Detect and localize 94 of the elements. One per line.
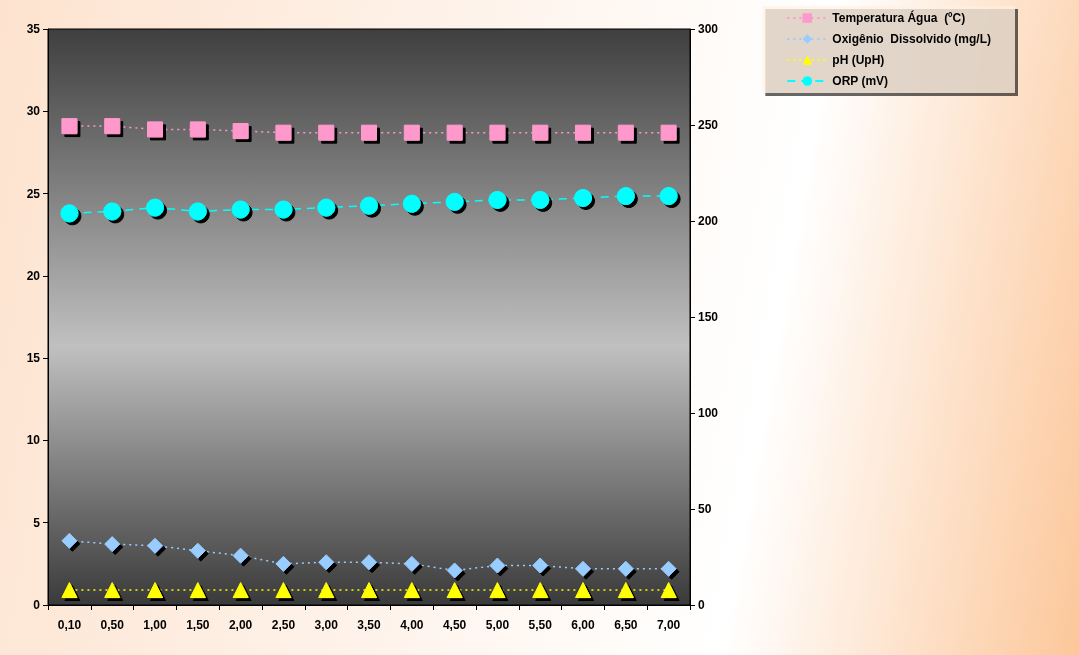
legend-label: pH (UpH) <box>832 53 885 67</box>
point <box>660 582 677 599</box>
point <box>660 560 677 577</box>
y-tick-label: 35 <box>26 22 41 36</box>
x-tick-label: 6,50 <box>614 618 638 632</box>
y-tick-label: 10 <box>26 433 41 448</box>
point <box>532 557 549 574</box>
y-tick-label: 25 <box>26 186 41 201</box>
y-tick-label: 30 <box>26 104 41 119</box>
y-tick-label: 15 <box>26 351 41 366</box>
point <box>446 124 463 141</box>
y-tick-label: 20 <box>26 268 41 283</box>
x-tick-label: 1,50 <box>186 618 210 632</box>
point <box>232 582 249 599</box>
y2-tick-label: 200 <box>698 214 719 228</box>
y-tick-label: 0 <box>33 598 41 612</box>
x-tick-label: 0,50 <box>100 618 125 632</box>
x-tick-label: 2,50 <box>271 618 296 632</box>
point <box>489 582 506 599</box>
point <box>104 118 121 135</box>
point <box>189 582 206 599</box>
point <box>232 547 249 564</box>
x-tick-label: 3,00 <box>314 618 339 632</box>
point <box>274 200 293 219</box>
point <box>617 560 634 577</box>
point <box>318 554 335 571</box>
legend-label: Oxigênio Dissolvido (mg/L) <box>832 32 992 46</box>
point <box>189 542 206 559</box>
point <box>403 582 420 599</box>
point <box>147 121 163 138</box>
x-tick-label: 1,00 <box>143 618 167 632</box>
point <box>446 582 463 599</box>
point <box>660 124 677 141</box>
x-tick-label: 4,00 <box>400 618 424 632</box>
point <box>445 192 464 211</box>
point <box>275 555 292 572</box>
point <box>318 582 335 599</box>
x-tick-label: 6,00 <box>571 618 595 632</box>
point <box>575 582 591 599</box>
point <box>61 532 78 549</box>
point <box>575 124 591 141</box>
point <box>361 124 377 141</box>
x-tick-label: 7,00 <box>656 618 681 632</box>
point <box>103 202 122 221</box>
y2-tick-label: 150 <box>698 310 719 324</box>
point <box>575 560 591 577</box>
x-tick-label: 0,10 <box>57 618 82 632</box>
point <box>146 198 164 217</box>
x-tick-label: 4,50 <box>442 618 467 632</box>
y2-tick-label: 300 <box>698 22 719 36</box>
point <box>61 118 78 135</box>
point <box>104 536 121 553</box>
point <box>361 582 377 599</box>
x-tick-label: 5,50 <box>528 618 553 632</box>
legend-label: Temperatura Água (ºC) <box>832 10 966 25</box>
point <box>617 124 634 141</box>
point <box>231 200 250 219</box>
point <box>616 187 635 206</box>
point <box>147 582 163 599</box>
point <box>402 194 421 213</box>
point <box>617 582 634 599</box>
point <box>659 187 678 206</box>
point <box>532 124 549 141</box>
point <box>360 196 378 215</box>
point <box>317 198 336 217</box>
point <box>574 188 592 207</box>
y2-tick-label: 0 <box>698 598 705 612</box>
x-tick-label: 5,00 <box>485 618 510 632</box>
x-tick-label: 3,50 <box>357 618 381 632</box>
point <box>403 124 420 141</box>
y2-tick-label: 100 <box>698 406 719 420</box>
point <box>188 202 207 221</box>
legend-label: ORP (mV) <box>832 74 889 88</box>
point <box>532 582 549 599</box>
point <box>489 124 506 141</box>
y2-tick-label: 250 <box>698 118 719 132</box>
y2-tick-label: 50 <box>698 502 712 516</box>
point <box>489 557 506 574</box>
point <box>104 582 121 599</box>
point <box>189 121 206 138</box>
point <box>446 562 463 579</box>
point <box>147 537 163 554</box>
x-tick-label: 2,00 <box>228 618 253 632</box>
point <box>275 582 292 599</box>
point <box>531 190 550 209</box>
point <box>488 190 507 209</box>
point <box>60 204 79 223</box>
point <box>232 123 249 140</box>
point <box>275 124 292 141</box>
y-tick-label: 5 <box>33 515 41 530</box>
point <box>61 582 78 599</box>
point <box>318 124 335 141</box>
point <box>361 554 377 571</box>
point <box>403 555 420 572</box>
